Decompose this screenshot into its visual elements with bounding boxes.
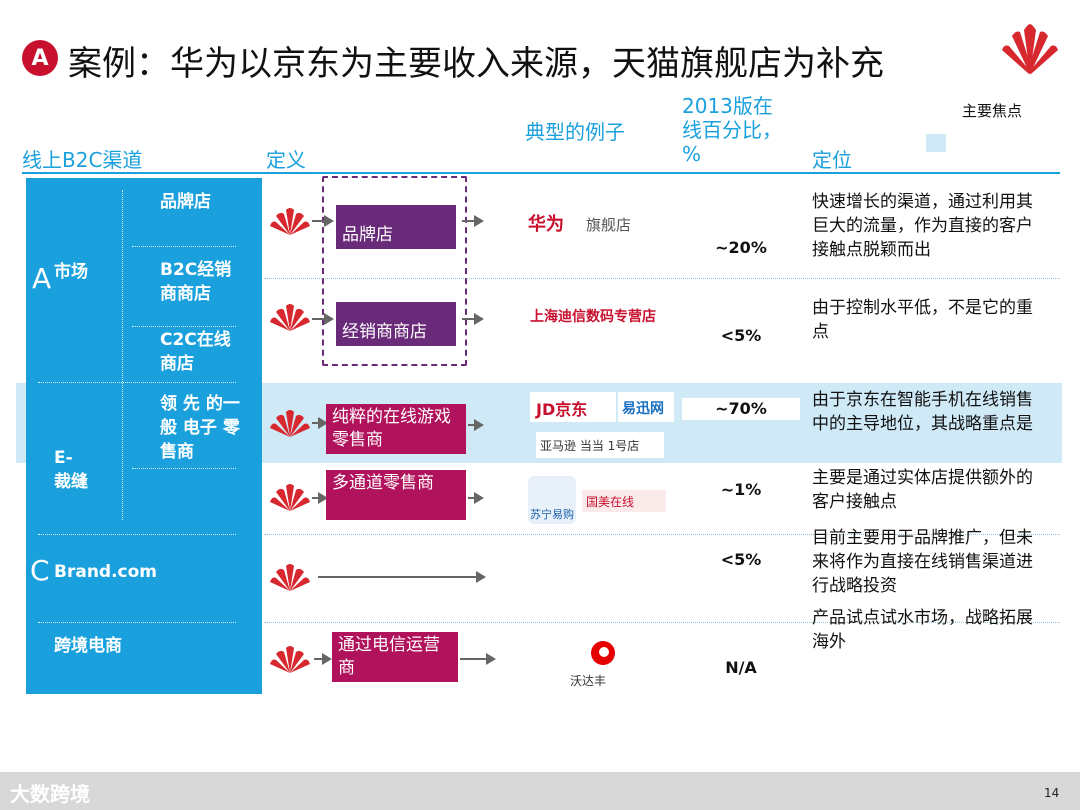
example-dixin-logo: 上海迪信数码专营店 — [530, 309, 656, 325]
huawei-logo-icon — [270, 564, 310, 591]
sub-general-retailer: 领 先 的一般 电子 零售商 — [160, 394, 240, 462]
sub-brand-store: 品牌店 — [160, 192, 211, 212]
pct-brand-store: ~20% — [715, 238, 767, 257]
pct-pure-online: ~70% — [682, 398, 800, 420]
definition-box-multichannel: 多通道零售商 — [326, 470, 466, 520]
pct-dealer-store: <5% — [720, 326, 762, 345]
channel-column — [26, 178, 262, 694]
example-vodafone-label: 沃达丰 — [570, 674, 607, 688]
sub-c2c-store: C2C在线商店 — [160, 330, 231, 374]
definition-box-dealer-store: 经销商商店 — [336, 302, 456, 346]
example-huawei-flagship: 旗舰店 — [586, 216, 632, 234]
arrow — [312, 422, 322, 424]
header-examples: 典型的例子 — [525, 120, 625, 144]
pos-dealer-store: 由于控制水平低，不是它的重点 — [812, 298, 1033, 342]
arrow-head — [486, 653, 496, 665]
pos-pure-online: 由于京东在智能手机在线销售中的主导地位，其战略重点是 — [812, 390, 1033, 434]
huawei-logo-icon — [270, 208, 310, 235]
example-gome-logo: 国美在线 — [582, 490, 666, 512]
example-jd-logo: JD京东 — [530, 392, 616, 422]
arrow — [314, 658, 324, 660]
sub-divider — [132, 246, 236, 247]
huawei-logo-icon — [270, 484, 310, 511]
vodafone-icon — [591, 641, 615, 665]
pct-multichannel: ~1% — [720, 480, 762, 499]
example-huawei-logo: 华为 — [528, 214, 564, 235]
brand-dealer-dashed-frame — [322, 176, 467, 366]
example-yixun-logo: 易迅网 — [618, 392, 674, 422]
arrow-head — [322, 653, 332, 665]
arrow — [468, 497, 476, 499]
definition-box-brand-store: 品牌店 — [336, 205, 456, 249]
group-cross-border: 跨境电商 — [54, 636, 122, 656]
huawei-logo-icon — [1002, 24, 1058, 74]
arrow — [312, 318, 326, 320]
arrow-head — [474, 215, 484, 227]
arrow — [468, 424, 476, 426]
footer-bar — [0, 772, 1080, 810]
arrow-head — [324, 313, 334, 325]
pct-telecom: N/A — [725, 658, 757, 677]
page-title: 案例：华为以京东为主要收入来源，天猫旗舰店为补充 — [68, 44, 884, 84]
pct-brand-com: <5% — [720, 550, 762, 569]
pos-multichannel: 主要是通过实体店提供额外的客户接触点 — [812, 468, 1033, 512]
arrow-head — [474, 492, 484, 504]
row-divider — [264, 534, 1060, 535]
example-amazon-dangdang-logo: 亚马逊 当当 1号店 — [536, 432, 664, 458]
group-a-letter: A — [32, 262, 52, 295]
arrow — [460, 658, 488, 660]
group-divider — [38, 534, 236, 535]
arrow-head — [324, 215, 334, 227]
sub-divider — [132, 326, 236, 327]
arrow — [312, 220, 326, 222]
sub-b2c-store: B2C经销商商店 — [160, 260, 232, 304]
arrow — [462, 220, 476, 222]
arrow-head — [318, 417, 328, 429]
definition-box-pure-online: 纯粹的在线游戏零售商 — [326, 404, 466, 454]
footer-brand: 大数跨境 — [10, 782, 90, 806]
huawei-logo-icon — [270, 304, 310, 331]
huawei-logo-icon — [270, 410, 310, 437]
group-c-letter: C — [30, 554, 50, 587]
header-channel: 线上B2C渠道 — [22, 148, 143, 172]
group-brand-com: Brand.com — [54, 562, 158, 582]
title-badge: A — [22, 40, 58, 76]
arrow — [318, 576, 478, 578]
arrow-head — [474, 419, 484, 431]
arrow — [462, 318, 476, 320]
header-pct: 2013版在线百分比，% — [682, 94, 782, 166]
focus-legend-label: 主要焦点 — [962, 102, 1023, 120]
arrow-head — [476, 571, 486, 583]
pos-brand-com: 目前主要用于品牌推广，但未来将作为直接在线销售渠道进行战略投资 — [812, 528, 1033, 596]
row-divider — [264, 622, 1060, 623]
definition-box-telecom: 通过电信运营商 — [332, 632, 458, 682]
header-definition: 定义 — [266, 148, 306, 172]
group-market: 市场 — [54, 262, 88, 282]
row-divider — [264, 278, 1060, 279]
huawei-logo-icon — [270, 646, 310, 673]
sub-divider — [132, 468, 236, 469]
page-number: 14 — [1044, 786, 1060, 800]
group-divider — [38, 382, 236, 383]
header-divider — [22, 172, 1060, 174]
group-divider — [38, 622, 236, 623]
arrow-head — [474, 313, 484, 325]
arrow — [312, 497, 322, 499]
header-positioning: 定位 — [812, 148, 852, 172]
pos-telecom: 产品试点试水市场，战略拓展海外 — [812, 608, 1033, 652]
arrow-head — [318, 492, 328, 504]
pos-brand-store: 快速增长的渠道，通过利用其巨大的流量，作为直接的客户接触点脱颖而出 — [812, 192, 1033, 260]
group-etail: E- 裁缝 — [54, 448, 88, 492]
example-suning-logo: 苏宁易购 — [528, 476, 576, 524]
focus-legend-swatch — [926, 134, 946, 152]
left-vertical-divider — [122, 190, 123, 520]
